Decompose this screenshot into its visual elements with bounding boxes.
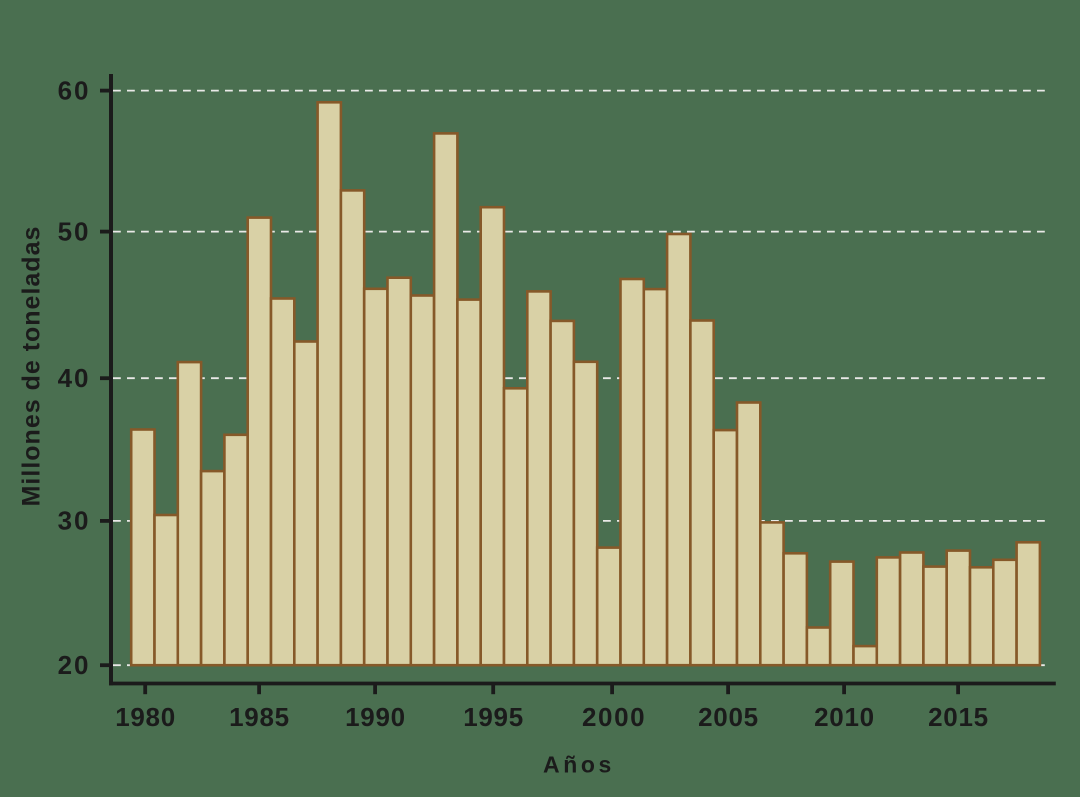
svg-text:20: 20 <box>58 650 91 680</box>
svg-text:1995: 1995 <box>463 702 524 732</box>
svg-text:Años: Años <box>543 752 615 778</box>
svg-text:2000: 2000 <box>582 702 646 732</box>
svg-text:2010: 2010 <box>814 702 875 732</box>
svg-text:2005: 2005 <box>698 702 759 732</box>
svg-text:1980: 1980 <box>115 702 176 732</box>
svg-text:60: 60 <box>58 75 91 105</box>
svg-text:40: 40 <box>58 363 91 393</box>
svg-text:50: 50 <box>58 216 91 246</box>
svg-text:1985: 1985 <box>229 702 290 732</box>
svg-text:30: 30 <box>58 506 91 536</box>
svg-text:2015: 2015 <box>928 702 989 732</box>
svg-text:Millones de toneladas: Millones de toneladas <box>18 226 46 507</box>
svg-text:1990: 1990 <box>345 702 406 732</box>
